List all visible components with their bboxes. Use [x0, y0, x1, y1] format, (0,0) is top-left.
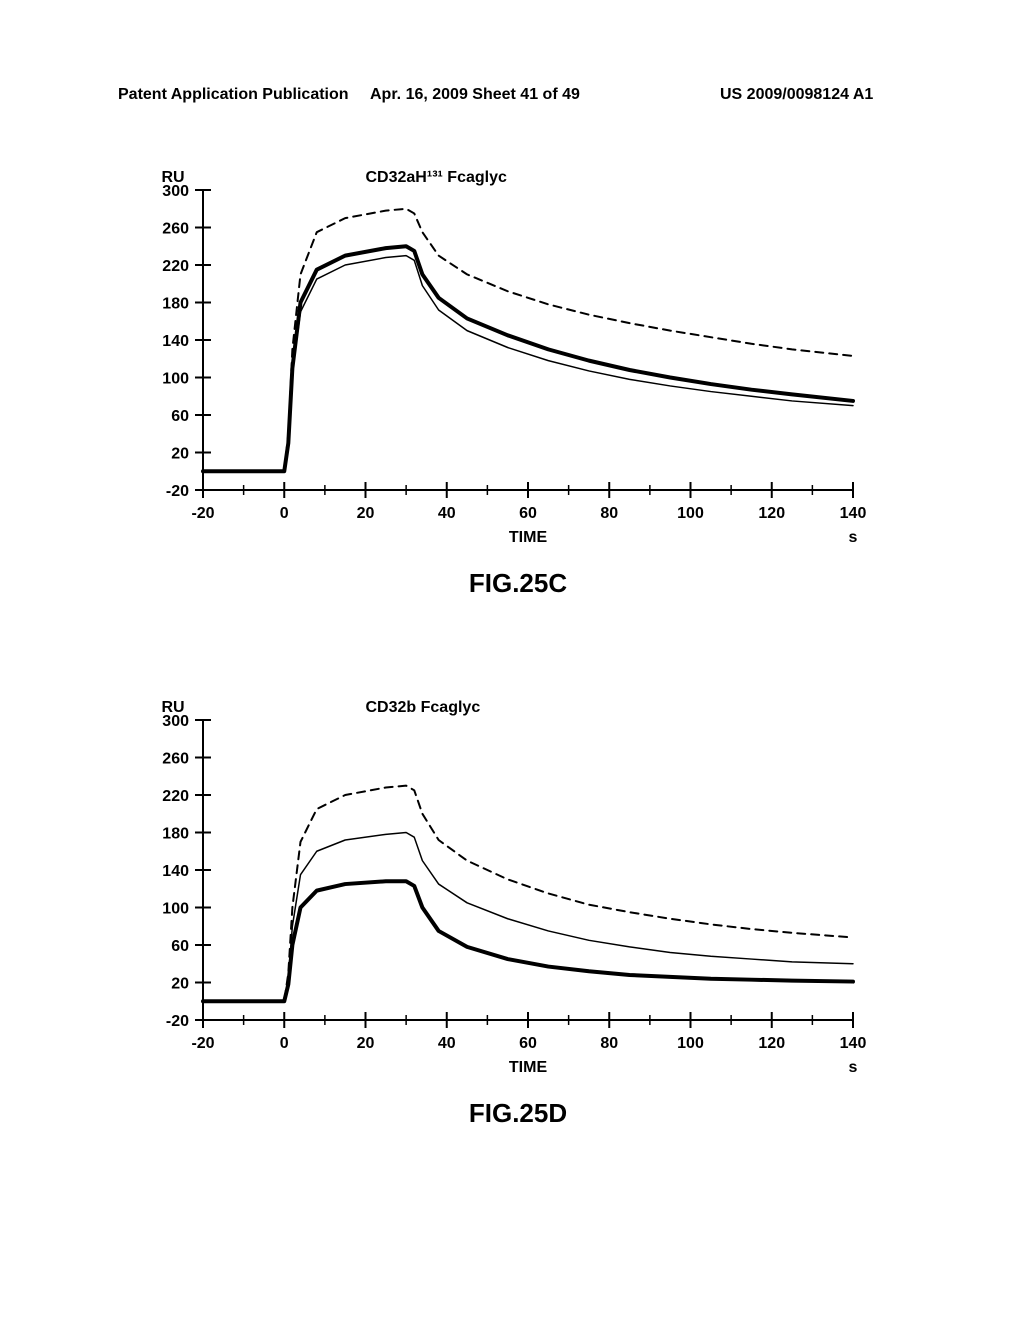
svg-text:20: 20 — [357, 505, 375, 522]
svg-text:80: 80 — [600, 1035, 618, 1052]
svg-text:120: 120 — [758, 1035, 785, 1052]
svg-text:-20: -20 — [166, 1013, 189, 1030]
svg-text:RU: RU — [161, 169, 184, 186]
svg-text:TIME: TIME — [509, 1059, 548, 1076]
svg-text:180: 180 — [162, 826, 189, 843]
fig-label-d: FIG.25D — [118, 1098, 918, 1129]
header-right: US 2009/0098124 A1 — [720, 86, 873, 104]
svg-text:40: 40 — [438, 1035, 456, 1052]
chart-c-block: -202060100140180220260300-20020406080100… — [118, 160, 918, 599]
svg-text:CD32b Fcaglyc: CD32b Fcaglyc — [366, 699, 481, 716]
svg-text:60: 60 — [171, 408, 189, 425]
page: Patent Application Publication Apr. 16, … — [0, 0, 1024, 1320]
svg-text:120: 120 — [758, 505, 785, 522]
svg-text:20: 20 — [171, 976, 189, 993]
header-left: Patent Application Publication — [118, 86, 349, 104]
chart-c-svg: -202060100140180220260300-20020406080100… — [118, 160, 918, 560]
svg-text:0: 0 — [280, 505, 289, 522]
svg-text:s: s — [849, 529, 858, 546]
svg-text:220: 220 — [162, 788, 189, 805]
svg-text:140: 140 — [840, 1035, 867, 1052]
fig-label-c: FIG.25C — [118, 568, 918, 599]
svg-text:s: s — [849, 1059, 858, 1076]
svg-text:40: 40 — [438, 505, 456, 522]
svg-text:220: 220 — [162, 258, 189, 275]
svg-text:20: 20 — [171, 446, 189, 463]
svg-text:260: 260 — [162, 751, 189, 768]
svg-text:60: 60 — [519, 1035, 537, 1052]
svg-text:60: 60 — [519, 505, 537, 522]
chart-d-svg: -202060100140180220260300-20020406080100… — [118, 690, 918, 1090]
svg-text:TIME: TIME — [509, 529, 548, 546]
svg-text:60: 60 — [171, 938, 189, 955]
svg-text:80: 80 — [600, 505, 618, 522]
svg-text:100: 100 — [162, 371, 189, 388]
svg-text:140: 140 — [162, 333, 189, 350]
svg-text:-20: -20 — [191, 1035, 214, 1052]
svg-text:-20: -20 — [166, 483, 189, 500]
svg-text:180: 180 — [162, 296, 189, 313]
svg-text:CD32aH¹³¹ Fcaglyc: CD32aH¹³¹ Fcaglyc — [366, 169, 507, 186]
svg-text:100: 100 — [677, 505, 704, 522]
svg-text:0: 0 — [280, 1035, 289, 1052]
svg-text:20: 20 — [357, 1035, 375, 1052]
svg-text:-20: -20 — [191, 505, 214, 522]
header-center: Apr. 16, 2009 Sheet 41 of 49 — [370, 86, 580, 104]
svg-text:100: 100 — [677, 1035, 704, 1052]
svg-text:140: 140 — [162, 863, 189, 880]
chart-d-block: -202060100140180220260300-20020406080100… — [118, 690, 918, 1129]
svg-text:RU: RU — [161, 699, 184, 716]
svg-text:140: 140 — [840, 505, 867, 522]
svg-text:100: 100 — [162, 901, 189, 918]
svg-text:260: 260 — [162, 221, 189, 238]
